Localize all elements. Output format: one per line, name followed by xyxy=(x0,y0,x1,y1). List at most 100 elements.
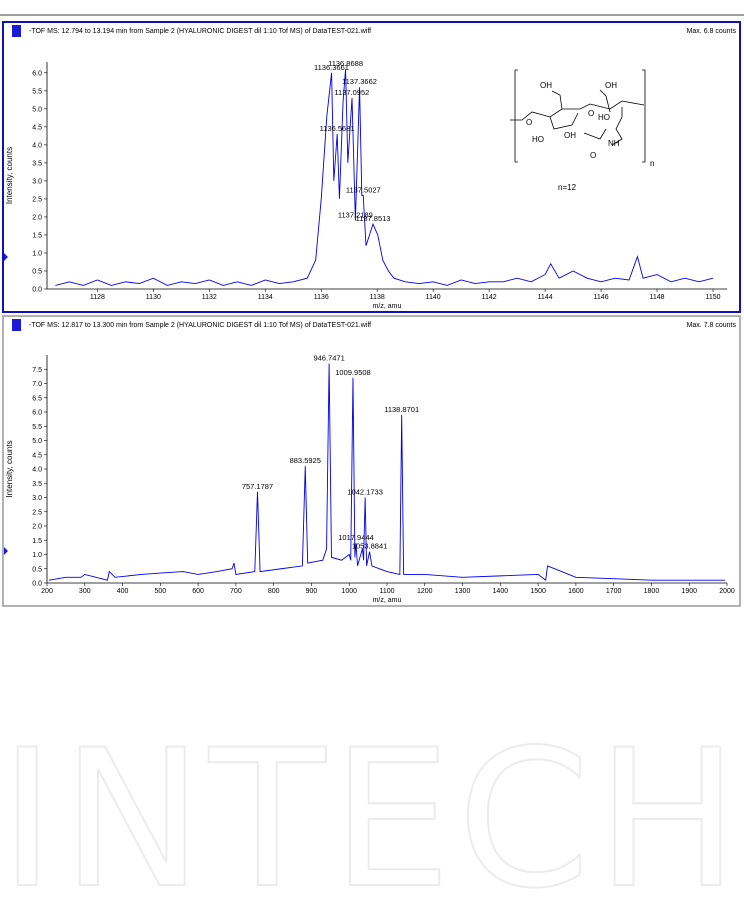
x-tick-label: 1142 xyxy=(482,294,497,301)
watermark: INTECH xyxy=(0,709,744,902)
x-tick-label: 1900 xyxy=(681,588,697,595)
structure-label: n=12 xyxy=(558,183,577,192)
y-tick-label: 4.5 xyxy=(32,452,42,459)
y-tick-label: 0.5 xyxy=(32,566,42,573)
panel-icon xyxy=(12,319,21,331)
x-tick-label: 1300 xyxy=(455,588,471,595)
structure-label: O xyxy=(526,118,532,127)
y-tick-label: 5.0 xyxy=(32,106,42,113)
x-tick-label: 1146 xyxy=(594,294,609,301)
y-tick-label: 4.5 xyxy=(32,124,42,131)
y-tick-label: 5.0 xyxy=(32,438,42,445)
y-tick-label: 4.0 xyxy=(32,142,42,149)
y-tick-label: 5.5 xyxy=(32,88,42,95)
y-tick-label: 2.0 xyxy=(32,214,42,221)
x-tick-label: 1134 xyxy=(258,294,273,301)
x-tick-label: 600 xyxy=(192,588,204,595)
max-label: Max. 6.8 counts xyxy=(687,28,737,35)
x-tick-label: 2000 xyxy=(719,588,735,595)
y-tick-label: 3.0 xyxy=(32,495,42,502)
y-tick-label: 1.0 xyxy=(32,250,42,257)
y-tick-label: 7.0 xyxy=(32,381,42,388)
structure-label: n xyxy=(650,159,654,168)
peak-label: 1136.5681 xyxy=(320,124,355,133)
x-tick-label: 1144 xyxy=(538,294,553,301)
panel xyxy=(2,315,741,607)
y-tick-label: 2.5 xyxy=(32,196,42,203)
axis-marker xyxy=(4,547,8,555)
peak-label: 1053.8841 xyxy=(352,542,387,551)
peak-label: 1138.8701 xyxy=(384,405,419,414)
y-tick-label: 6.0 xyxy=(32,70,42,77)
y-tick-label: 4.0 xyxy=(32,467,42,474)
x-tick-label: 500 xyxy=(154,588,166,595)
chart-title: -TOF MS: 12.817 to 13.300 min from Sampl… xyxy=(29,322,371,329)
x-tick-label: 1000 xyxy=(341,588,357,595)
y-tick-label: 3.5 xyxy=(32,481,42,488)
structure-label: HO xyxy=(532,135,544,144)
x-tick-label: 1140 xyxy=(426,294,441,301)
x-tick-label: 1800 xyxy=(644,588,660,595)
y-tick-label: 2.0 xyxy=(32,524,42,531)
x-axis-label: m/z, amu xyxy=(373,303,402,310)
axis-marker xyxy=(4,253,8,261)
peak-label: 1042.1733 xyxy=(347,488,382,497)
x-tick-label: 1130 xyxy=(146,294,161,301)
chart-title: -TOF MS: 12.794 to 13.194 min from Sampl… xyxy=(29,28,371,35)
peak-label: 1137.8513 xyxy=(356,214,391,223)
structure-label: O xyxy=(590,151,596,160)
x-tick-label: 1600 xyxy=(568,588,584,595)
structure-label: OH xyxy=(540,81,552,90)
peak-label: 946.7471 xyxy=(313,354,344,363)
y-tick-label: 6.0 xyxy=(32,410,42,417)
x-axis-label: m/z, amu xyxy=(373,597,402,604)
peak-label: 1137.2189 xyxy=(338,211,373,220)
x-tick-label: 400 xyxy=(117,588,129,595)
x-tick-label: 700 xyxy=(230,588,242,595)
structure-label: OH xyxy=(605,81,617,90)
panel xyxy=(2,21,741,313)
structure-label: OH xyxy=(564,131,576,140)
y-tick-label: 5.5 xyxy=(32,424,42,431)
peak-label: 1137.0952 xyxy=(334,88,369,97)
y-tick-label: 1.0 xyxy=(32,552,42,559)
x-tick-label: 200 xyxy=(41,588,53,595)
peak-label: 1136.3661 xyxy=(314,63,349,72)
y-axis-label: Intensity, counts xyxy=(5,147,14,204)
x-tick-label: 1700 xyxy=(606,588,622,595)
x-tick-label: 1138 xyxy=(370,294,385,301)
y-tick-label: 0.0 xyxy=(32,581,42,588)
peak-label: 757.1787 xyxy=(242,482,273,491)
y-tick-label: 0.5 xyxy=(32,268,42,275)
panel-icon xyxy=(12,25,21,37)
peak-label: 883.5925 xyxy=(290,456,321,465)
x-tick-label: 1136 xyxy=(314,294,329,301)
y-tick-label: 6.5 xyxy=(32,395,42,402)
peak-label: 1137.5027 xyxy=(346,185,381,194)
max-label: Max. 7.8 counts xyxy=(687,322,737,329)
x-tick-label: 900 xyxy=(306,588,318,595)
x-tick-label: 1400 xyxy=(493,588,509,595)
x-tick-label: 1132 xyxy=(202,294,217,301)
y-tick-label: 2.5 xyxy=(32,509,42,516)
peak-label: 1009.9508 xyxy=(335,368,370,377)
x-tick-label: 1128 xyxy=(90,294,105,301)
structure-label: NH xyxy=(608,139,620,148)
structure-label: O xyxy=(588,109,594,118)
spectrum-line xyxy=(48,363,726,581)
x-tick-label: 300 xyxy=(79,588,91,595)
x-tick-label: 1100 xyxy=(379,588,394,595)
x-tick-label: 800 xyxy=(268,588,280,595)
peak-label: 1136.8688 xyxy=(328,59,363,68)
y-tick-label: 0.0 xyxy=(32,287,42,294)
y-tick-label: 1.5 xyxy=(32,232,42,239)
y-tick-label: 7.5 xyxy=(32,367,42,374)
y-tick-label: 1.5 xyxy=(32,538,42,545)
x-tick-label: 1150 xyxy=(705,294,720,301)
spectrum-line xyxy=(55,69,714,286)
y-tick-label: 3.0 xyxy=(32,178,42,185)
x-tick-label: 1148 xyxy=(650,294,665,301)
structure-label: HO xyxy=(598,113,610,122)
